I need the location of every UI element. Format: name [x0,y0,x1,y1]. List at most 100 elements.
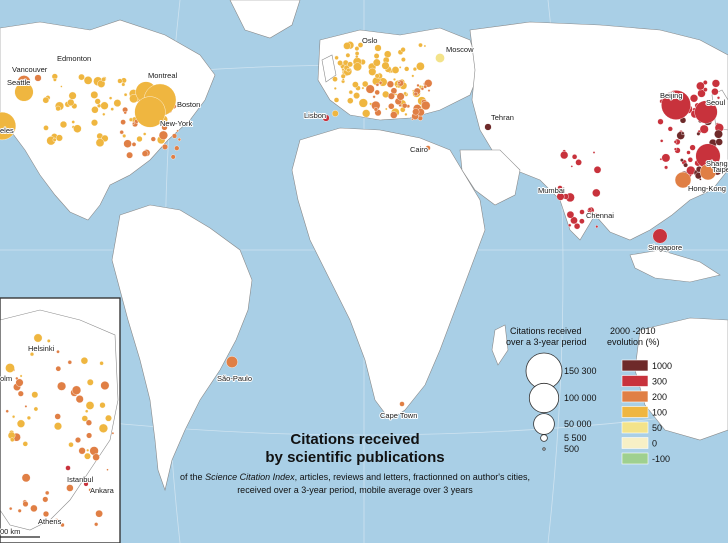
minor-city-dot [689,94,699,103]
minor-city-dot [86,378,94,386]
legend-size-title-1: Citations received [510,326,582,336]
minor-city-dot [21,473,31,483]
legend-size-circle [542,447,546,451]
minor-city-dot [348,89,353,95]
minor-city-dot [53,77,57,82]
legend-color-label: 100 [652,408,667,418]
minor-city-dot [420,86,425,91]
minor-city-dot [161,124,168,131]
minor-city-dot [579,218,585,224]
minor-city-dot [374,73,380,79]
city-label-lisbon: Lisbon [304,111,326,120]
city-dot-istanbul [65,465,71,471]
minor-city-dot [174,145,180,151]
city-dot-singapore [652,228,668,244]
minor-city-dot [26,415,31,420]
city-label-athens: Athens [38,517,62,526]
north-america-land [0,19,216,221]
minor-city-dot [353,62,362,72]
city-label-boston: Boston [177,100,200,109]
minor-city-dot [390,111,398,119]
minor-city-dot [68,91,77,100]
minor-city-dot [571,154,578,160]
city-label-ankara: Ankara [90,486,115,495]
minor-city-dot [67,360,73,365]
legend-color-label: 200 [652,392,667,402]
minor-city-dot [667,126,673,132]
greenland-land [229,0,301,39]
minor-city-dot [171,133,178,139]
minor-city-dot [176,129,179,133]
minor-city-dot [60,522,65,528]
minor-city-dot [126,151,134,159]
minor-city-dot [402,102,408,109]
minor-city-dot [393,77,397,81]
minor-city-dot [681,131,685,136]
minor-city-dot [687,157,693,163]
minor-city-dot [566,210,575,219]
minor-city-dot [91,106,99,114]
minor-city-dot [10,437,15,443]
arabia-land [459,149,521,206]
minor-city-dot [31,391,39,399]
minor-city-dot [416,83,420,87]
city-dot-ankara [83,481,89,487]
minor-city-dot [123,110,127,115]
legend-color-swatch [621,375,649,387]
city-labels: Edmonton Vancouver Seattle eles Montreal Bost… [0,35,728,527]
city-label-istanbul: Istanbul [67,475,94,484]
minor-city-dot [95,138,105,147]
city-dot-new-york [134,96,166,128]
minor-city-dot [84,409,89,413]
city-label-s-o-paulo: São-Paulo [217,374,252,383]
legend-color-swatch [621,359,649,372]
minor-city-dot [345,52,351,58]
minor-city-dot [331,110,339,117]
minor-city-dot [396,92,405,101]
subtitle-suffix: , articles, reviews and letters, fractio… [295,472,530,482]
minor-city-dot [85,419,93,426]
legend-size-label: 150 300 [564,366,597,376]
minor-city-dot [412,108,420,116]
minor-city-dot [362,80,369,88]
inset-europe [0,297,121,543]
minor-city-dot [696,131,701,136]
legend-size-label: 100 000 [564,393,597,403]
minor-city-dot [421,100,431,111]
minor-city-dot [715,138,723,146]
minor-city-dot [560,151,569,160]
minor-city-dot [16,419,26,428]
legend-color-label: -100 [652,454,670,464]
minor-city-dot [75,395,84,404]
japan-land [711,89,728,131]
minor-city-dot [100,381,110,391]
city-dot-athens [42,510,50,518]
scale-bar: 00 km [0,526,40,538]
city-dot-lisbon [322,114,330,122]
minor-city-dot [375,82,380,87]
minor-city-dot [57,381,67,391]
minor-city-dot [74,437,81,444]
minor-city-dot [170,154,176,160]
minor-city-dot [372,58,381,67]
legend-color-label: 300 [652,377,667,387]
minor-city-dot [22,441,28,447]
city-label-cape-town: Cape Town [380,411,417,420]
minor-city-dot [81,415,89,422]
minor-city-dot [98,423,109,433]
city-dot-mumbai [557,185,563,191]
minor-city-dot [30,504,38,513]
minor-city-dot [711,87,719,96]
minor-city-dot [22,501,29,508]
legend-color-title-2: evolution (%) [607,337,660,347]
minor-city-dot [413,91,418,97]
minor-city-dot [111,431,115,435]
city-label-edmonton: Edmonton [57,54,91,63]
minor-city-dot [123,139,132,148]
minor-city-dot [686,150,691,155]
minor-city-dot [100,101,109,110]
city-label-tehran: Tehran [491,113,514,122]
minor-city-dot [416,62,425,71]
title-line-1: Citations received [290,431,419,448]
minor-city-dot [362,109,371,118]
